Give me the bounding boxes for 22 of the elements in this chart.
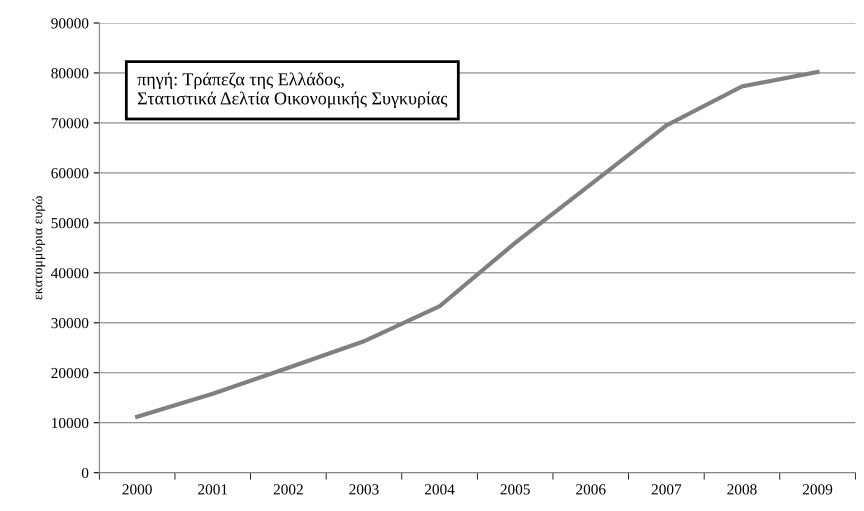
x-tick-label: 2005 [500, 484, 530, 495]
x-tick-label: 2000 [122, 484, 152, 495]
x-tick-label: 2003 [349, 484, 379, 495]
x-tick-label: 2002 [274, 484, 303, 495]
y-tick-label: 90000 [51, 18, 88, 28]
y-tick-label: 70000 [52, 118, 88, 128]
y-tick-label: 20000 [51, 368, 88, 378]
annotation: πηγή: Τράπεζα της Ελλάδος, Στατιστικά Δελτία Οικονομικής Συγκυρίας [137, 72, 448, 108]
y-tick-label: 30000 [51, 318, 88, 328]
x-tick-label: 2006 [576, 484, 606, 495]
x-tick-label: 2007 [652, 484, 682, 495]
y-tick-label: 80000 [51, 68, 88, 78]
x-tick-label: 2004 [424, 484, 455, 495]
x-tick-label: 2008 [727, 484, 757, 495]
y-tick-label: 10000 [52, 418, 88, 428]
x-tick-label: 2009 [802, 484, 832, 495]
x-tick-label: 2001 [198, 484, 228, 495]
y-axis-title: εκατομμύρια ευρώ [32, 196, 46, 300]
y-tick-label: 40000 [51, 268, 88, 278]
y-tick-label: 0 [82, 468, 88, 478]
y-tick-label: 50000 [52, 218, 88, 228]
y-tick-label: 60000 [51, 168, 88, 178]
